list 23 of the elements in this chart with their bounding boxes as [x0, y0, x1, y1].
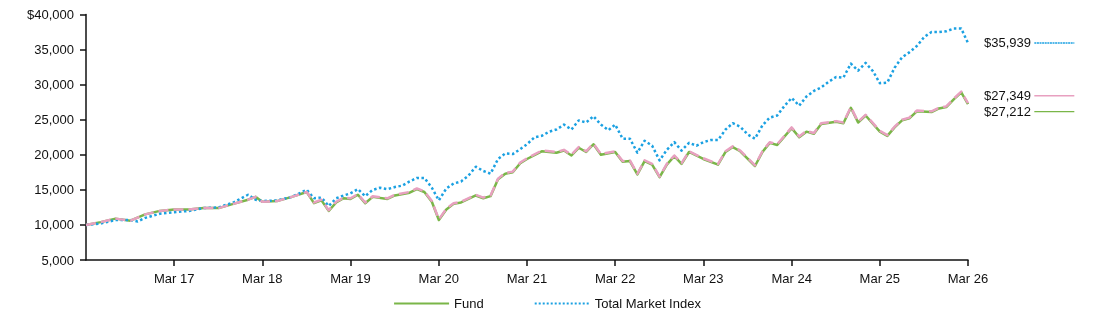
legend-label: Total Market Index [594, 296, 702, 311]
y-tick-label: 30,000 [34, 77, 74, 93]
data-label: $35,939 [984, 35, 1031, 51]
x-tick-label: Mar 24 [771, 271, 812, 286]
y-tick-label: 10,000 [34, 217, 74, 233]
data-label: $27,349 [984, 88, 1031, 104]
y-tick-label: 20,000 [34, 147, 74, 163]
y-tick-label: 35,000 [34, 42, 74, 58]
x-tick-label: Mar 18 [242, 271, 283, 286]
data-label: $27,212 [984, 104, 1031, 120]
x-tick-label: Mar 26 [947, 271, 989, 286]
x-tick-label: Mar 20 [418, 271, 460, 286]
y-tick-label: 15,000 [34, 182, 74, 198]
x-tick-label: Mar 19 [330, 271, 371, 286]
x-tick-label: Mar 25 [859, 271, 901, 286]
y-tick-label: 5,000 [41, 252, 74, 268]
legend-label: Fund [454, 296, 484, 311]
y-tick-label: 25,000 [34, 112, 74, 128]
x-tick-label: Mar 21 [506, 271, 548, 286]
x-tick-label: Mar 22 [594, 271, 636, 286]
x-tick-label: Mar 17 [153, 271, 195, 286]
y-tick-label: $40,000 [27, 7, 74, 22]
x-tick-label: Mar 23 [683, 271, 724, 286]
